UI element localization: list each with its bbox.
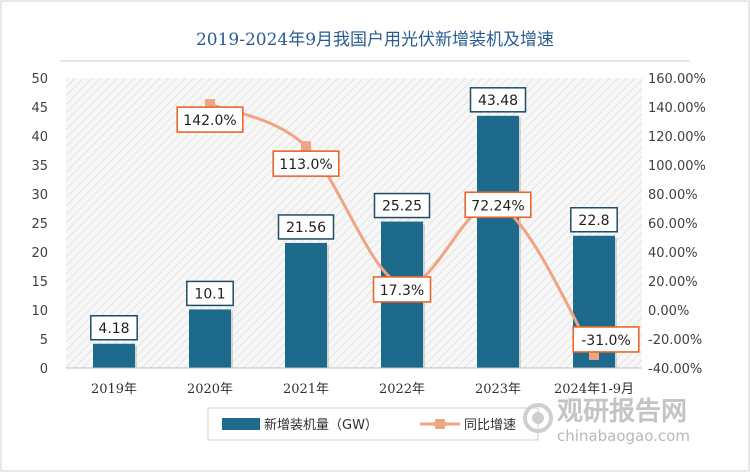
bar-label-box [570, 207, 618, 233]
bar-label-box [186, 280, 234, 307]
bar-label-box [90, 315, 138, 341]
left-tick-label: 40 [31, 130, 48, 145]
category-label: 2022年 [379, 382, 425, 397]
legend-line-marker [435, 419, 445, 429]
right-tick-label: 100.00% [648, 159, 706, 174]
right-tick-label: 140.00% [648, 101, 706, 116]
left-tick-label: 0 [40, 362, 48, 377]
right-tick-label: 60.00% [648, 217, 698, 232]
bar-value-label: 21.56 [286, 220, 326, 236]
legend-bar-label: 新增装机量（GW） [264, 417, 378, 433]
bar-label-box [277, 214, 335, 240]
legend-line-label: 同比增速 [464, 418, 516, 433]
line-value-label: 142.0% [183, 113, 236, 129]
right-tick-label: 20.00% [648, 275, 698, 290]
right-tick-label: 40.00% [648, 246, 698, 261]
bar-value-label: 10.1 [194, 286, 225, 302]
line-label-box [372, 276, 432, 303]
bar [189, 309, 231, 368]
bar-label-box [469, 87, 527, 113]
line-value-label: -31.0% [581, 333, 631, 349]
left-tick-label: 30 [31, 188, 48, 203]
left-tick-label: 10 [31, 304, 48, 319]
line-value-label: 72.24% [471, 198, 524, 214]
bar [477, 115, 519, 368]
left-tick-label: 35 [31, 159, 48, 174]
bar-label-box [373, 192, 431, 219]
category-labels: 2019年 2020年 2021年 2022年 2023年 2024年1-9月 [91, 382, 634, 397]
watermark: 观研报告网 chinabaogao.com [523, 396, 690, 445]
right-tick-label: 0.00% [648, 304, 689, 319]
bar-value-label: 43.48 [478, 93, 518, 109]
right-tick-label: 120.00% [648, 130, 706, 145]
left-tick-label: 15 [31, 275, 48, 290]
category-label: 2024年1-9月 [554, 382, 634, 397]
line-marker [589, 349, 599, 360]
line-marker [301, 141, 311, 152]
left-tick-label: 25 [31, 217, 48, 232]
left-tick-label: 45 [31, 101, 48, 116]
line-label-box [176, 106, 244, 133]
left-tick-label: 50 [31, 72, 48, 87]
line-value-labels: 142.0% 113.0% 17.3% 72.24% -31.0% [176, 106, 640, 353]
category-label: 2021年 [283, 382, 329, 397]
watermark-logo-icon [523, 403, 553, 433]
line-label-box [572, 326, 640, 353]
watermark-url: chinabaogao.com [557, 427, 690, 445]
bar-value-label: 25.25 [382, 199, 422, 215]
right-tick-label: 160.00% [648, 72, 706, 87]
category-label: 2020年 [187, 382, 233, 397]
chart-title: 2019-2024年9月我国户用光伏新增装机及增速 [196, 30, 554, 50]
watermark-name: 观研报告网 [557, 396, 687, 427]
bar-value-label: 22.8 [578, 213, 609, 229]
right-tick-label: -20.00% [648, 333, 702, 348]
bar [93, 343, 135, 368]
right-tick-label: -40.00% [648, 362, 702, 377]
right-tick-label: 80.00% [648, 188, 698, 203]
line-label-box [464, 191, 532, 219]
line-value-label: 113.0% [279, 157, 332, 173]
legend: 新增装机量（GW） 同比增速 [207, 407, 539, 441]
left-axis: 0 5 10 15 20 25 30 35 40 45 50 [31, 72, 48, 377]
line-value-label: 17.3% [380, 283, 424, 299]
line-marker [205, 99, 215, 110]
left-tick-label: 5 [40, 333, 48, 348]
line-label-box [272, 150, 340, 177]
legend-box [207, 407, 539, 441]
category-label: 2019年 [91, 382, 137, 397]
category-label: 2023年 [475, 382, 521, 397]
bar [285, 242, 327, 368]
legend-bar-swatch [222, 418, 260, 430]
bar-value-label: 4.18 [98, 321, 129, 337]
left-tick-label: 20 [31, 246, 48, 261]
right-axis: -40.00% -20.00% 0.00% 20.00% 40.00% 60.00% 80.… [648, 72, 706, 377]
bar-value-labels: 4.18 10.1 21.56 25.25 43.48 22.8 [90, 87, 618, 341]
